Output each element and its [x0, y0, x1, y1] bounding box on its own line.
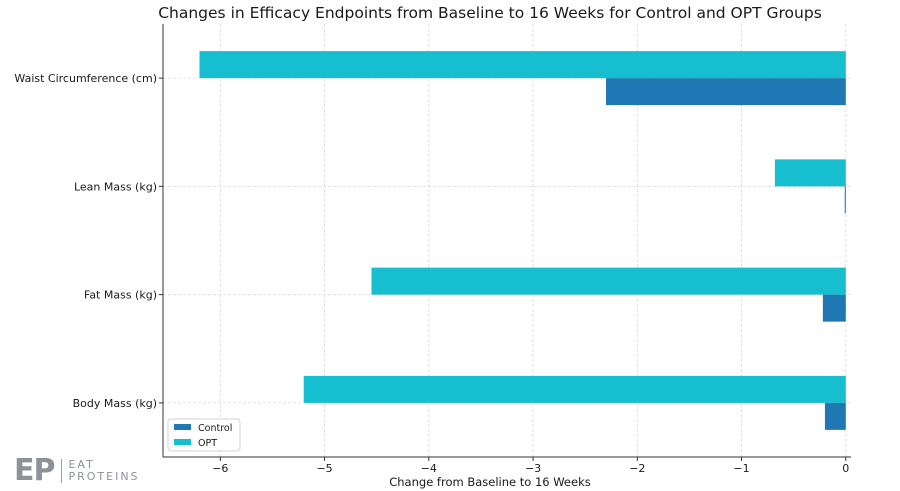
legend-label-control: Control: [198, 423, 232, 434]
chart-title: Changes in Efficacy Endpoints from Basel…: [158, 4, 822, 22]
watermark-logo: EP EAT PROTEINS: [14, 456, 140, 486]
y-tick-label-fat-mass-kg: Fat Mass (kg): [84, 289, 157, 302]
legend-label-opt: OPT: [198, 438, 217, 449]
y-tick-label-lean-mass-kg: Lean Mass (kg): [74, 180, 157, 193]
bar-control-waist-circumference-cm: [606, 78, 846, 106]
x-tick-label: −3: [525, 462, 541, 475]
bar-opt-body-mass-kg: [303, 375, 846, 403]
x-tick-label: −6: [212, 462, 228, 475]
bar-control-fat-mass-kg: [822, 294, 846, 322]
bar-opt-waist-circumference-cm: [199, 51, 846, 79]
x-tick-labels: −6 −5 −4 −3 −2 −1 0: [212, 462, 849, 475]
y-tick-label-waist-circumference-cm: Waist Circumference (cm): [14, 72, 157, 85]
x-tick-label: −5: [316, 462, 332, 475]
watermark-line-2: PROTEINS: [68, 470, 140, 483]
y-tick-label-body-mass-kg: Body Mass (kg): [73, 397, 157, 410]
x-tick-label: −1: [733, 462, 749, 475]
legend-swatch-opt: [174, 439, 191, 445]
bar-opt-fat-mass-kg: [371, 267, 846, 295]
legend: Control OPT: [167, 418, 241, 452]
bar-control-lean-mass-kg: [844, 186, 846, 214]
watermark-mark: EP: [14, 453, 55, 488]
y-tick-labels: Body Mass (kg) Fat Mass (kg) Lean Mass (kg…: [14, 72, 157, 410]
x-tick-label: 0: [842, 462, 849, 475]
x-tick-label: −4: [421, 462, 437, 475]
bar-opt-lean-mass-kg: [774, 159, 846, 187]
bar-control-body-mass-kg: [824, 402, 846, 430]
legend-swatch-control: [174, 424, 191, 430]
watermark-line-1: EAT: [68, 458, 95, 471]
x-axis-label: Change from Baseline to 16 Weeks: [389, 475, 591, 489]
x-tick-label: −2: [629, 462, 645, 475]
axes: [159, 24, 851, 461]
watermark-text: EAT PROTEINS: [68, 459, 139, 483]
bars: [199, 51, 846, 430]
watermark-divider: [61, 459, 63, 483]
